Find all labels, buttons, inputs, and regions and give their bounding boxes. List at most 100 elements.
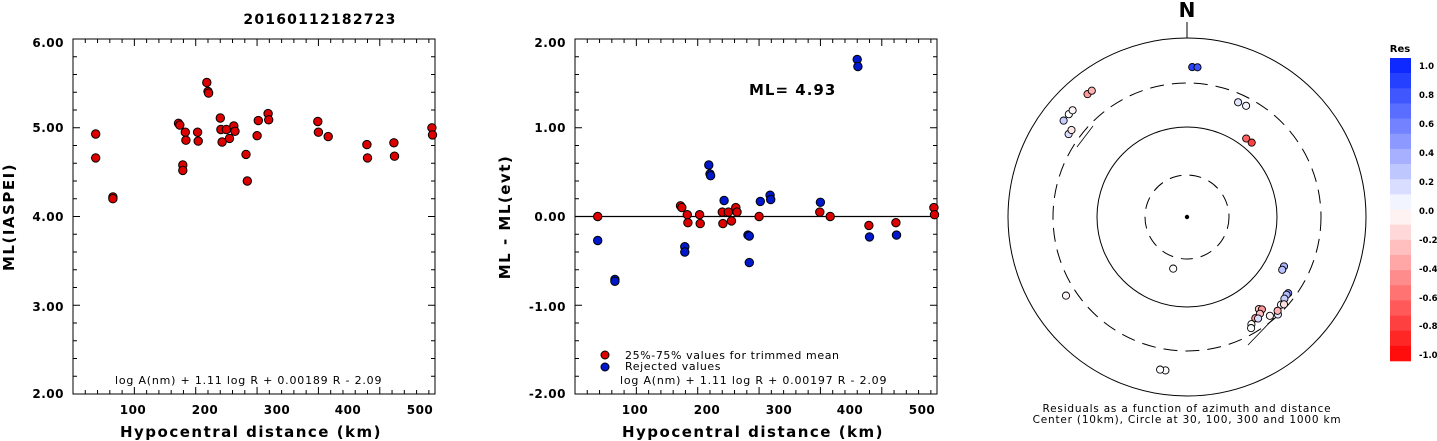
left-point-used bbox=[253, 115, 263, 126]
left-point-used bbox=[193, 136, 203, 146]
colorbar-label-0.0: 0.0 bbox=[1419, 207, 1434, 217]
mid-point-rejected bbox=[719, 195, 729, 206]
middle-x-axis-title: Hypocentral distance (km) bbox=[622, 423, 884, 441]
polar-point bbox=[1278, 265, 1287, 274]
left-point-used bbox=[181, 135, 191, 145]
mid-point-used bbox=[695, 218, 705, 229]
middle-x-tick-300: 300 bbox=[766, 403, 793, 417]
mid-point-used bbox=[864, 220, 874, 231]
colorbar-cell bbox=[1390, 179, 1411, 195]
left-x-tick-500: 500 bbox=[407, 403, 434, 417]
ml-value-label: ML= 4.93 bbox=[749, 81, 836, 99]
mid-point-used bbox=[593, 211, 603, 222]
polar-point bbox=[1265, 311, 1274, 320]
polar-point bbox=[1247, 138, 1256, 147]
left-y-tick-3: 3.00 bbox=[32, 300, 64, 314]
left-axis-ticks bbox=[72, 38, 436, 395]
colorbar-label-neg0.6: -0.6 bbox=[1419, 294, 1437, 304]
middle-data-points bbox=[593, 54, 940, 286]
left-y-tick-4: 4.00 bbox=[32, 210, 64, 224]
left-point-used bbox=[224, 133, 235, 144]
polar-point bbox=[1273, 306, 1282, 315]
left-point-used bbox=[242, 176, 253, 186]
colorbar-cell bbox=[1390, 118, 1411, 135]
colorbar-label-neg1.0: -1.0 bbox=[1419, 351, 1437, 361]
colorbar-cell bbox=[1390, 194, 1411, 210]
polar-data-points bbox=[1059, 63, 1293, 375]
left-point-used bbox=[230, 126, 240, 137]
left-x-tick-400: 400 bbox=[335, 403, 362, 417]
left-plot-frame bbox=[72, 38, 436, 395]
polar-point bbox=[1242, 101, 1251, 110]
colorbar-cell bbox=[1390, 148, 1411, 165]
figure-title: 20160112182723 bbox=[243, 12, 396, 28]
middle-y-tick-1: 1.00 bbox=[534, 121, 566, 135]
mid-point-rejected bbox=[680, 247, 690, 257]
left-point-used bbox=[323, 131, 333, 142]
middle-x-tick-500: 500 bbox=[909, 403, 936, 417]
colorbar-cell bbox=[1390, 330, 1411, 347]
left-point-used bbox=[427, 130, 438, 140]
left-point-used bbox=[241, 149, 251, 160]
mid-point-used bbox=[815, 207, 825, 217]
mid-point-used bbox=[694, 210, 705, 220]
colorbar-label-1.0: 1.0 bbox=[1419, 62, 1434, 72]
colorbar-cell bbox=[1390, 270, 1411, 286]
left-point-used bbox=[203, 88, 214, 98]
legend-used-marker bbox=[600, 350, 610, 360]
mid-point-used bbox=[891, 218, 901, 228]
mid-point-rejected bbox=[766, 194, 776, 205]
colorbar-cell bbox=[1390, 209, 1411, 225]
middle-formula: log A(nm) + 1.11 log R + 0.00197 R - 2.0… bbox=[620, 374, 887, 387]
mid-point-rejected bbox=[704, 160, 714, 170]
middle-y-tick-neg1: -1.00 bbox=[529, 300, 566, 314]
colorbar-label-neg0.2: -0.2 bbox=[1419, 236, 1437, 246]
polar-curve-nw bbox=[1076, 125, 1094, 148]
colorbar-label-neg0.8: -0.8 bbox=[1419, 322, 1437, 332]
polar-point bbox=[1061, 291, 1071, 300]
colorbar-label-0.4: 0.4 bbox=[1419, 149, 1434, 159]
polar-caption-line2: Center (10km), Circle at 30, 100, 300 an… bbox=[1033, 414, 1342, 426]
left-point-used bbox=[362, 153, 373, 163]
colorbar-cell bbox=[1390, 73, 1411, 89]
mid-point-used bbox=[682, 210, 692, 220]
middle-y-axis-title: ML - ML(evt) bbox=[496, 155, 514, 279]
mid-point-rejected bbox=[853, 61, 863, 72]
middle-x-tick-100: 100 bbox=[622, 403, 649, 417]
middle-x-tick-200: 200 bbox=[694, 403, 721, 417]
polar-point bbox=[1156, 365, 1165, 374]
mid-point-rejected bbox=[610, 276, 620, 286]
left-x-axis-title: Hypocentral distance (km) bbox=[120, 423, 382, 441]
mid-point-used bbox=[929, 210, 940, 220]
mid-point-rejected bbox=[744, 257, 754, 268]
colorbar-cell bbox=[1390, 254, 1411, 271]
polar-point bbox=[1067, 125, 1076, 135]
mid-point-used bbox=[718, 218, 728, 229]
middle-x-tick-400: 400 bbox=[837, 403, 864, 417]
mid-point-rejected bbox=[705, 171, 716, 181]
polar-circle-300km bbox=[1052, 82, 1322, 352]
colorbar-cell bbox=[1390, 164, 1411, 180]
colorbar-cell bbox=[1390, 133, 1411, 150]
mid-point-used bbox=[825, 211, 835, 222]
polar-circle-30km bbox=[1144, 174, 1230, 260]
colorbar-label-0.8: 0.8 bbox=[1419, 91, 1434, 101]
left-data-points bbox=[91, 77, 438, 204]
middle-y-tick-neg2: -2.00 bbox=[529, 387, 566, 401]
left-point-used bbox=[91, 129, 101, 139]
left-point-used bbox=[221, 124, 232, 135]
polar-point bbox=[1087, 86, 1096, 95]
colorbar-cell bbox=[1390, 300, 1411, 316]
left-point-used bbox=[202, 77, 212, 88]
left-point-used bbox=[313, 116, 323, 127]
legend-used-label: 25%-75% values for trimmed mean bbox=[625, 349, 840, 362]
north-label: N bbox=[1179, 0, 1196, 22]
left-x-tick-200: 200 bbox=[192, 403, 219, 417]
mid-point-used bbox=[754, 211, 764, 222]
polar-circle-100km bbox=[1096, 126, 1278, 308]
colorbar-cell bbox=[1390, 58, 1411, 74]
polar-curve-se bbox=[1247, 317, 1275, 346]
residual-colorbar: Res 1.0 0.8 0.6 0.4 0.2 0.0 -0.2 -0.4 -0… bbox=[1390, 44, 1437, 362]
left-point-used bbox=[192, 127, 203, 137]
